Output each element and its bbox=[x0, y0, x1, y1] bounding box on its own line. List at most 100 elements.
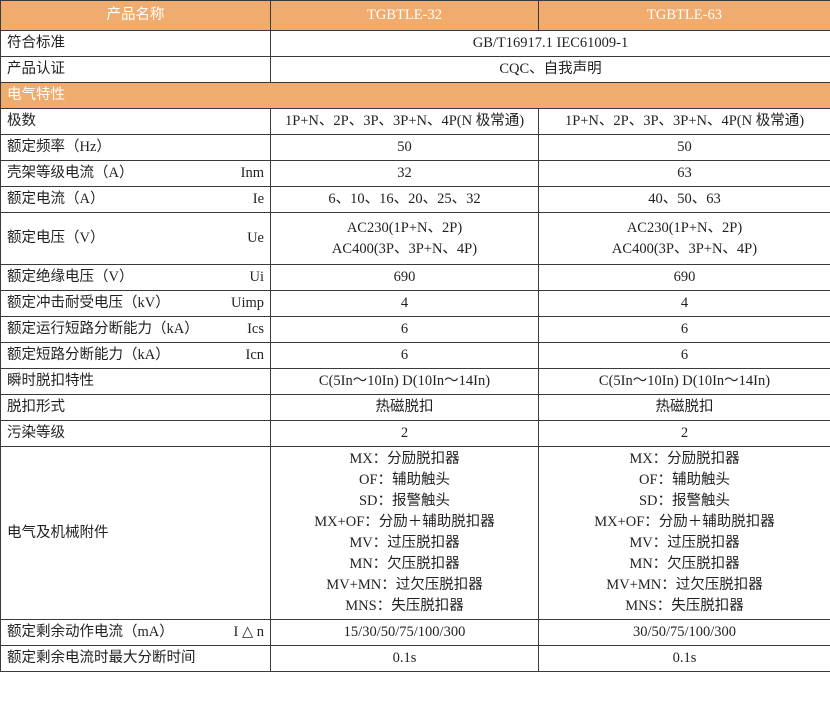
value-pollution-degree-32: 2 bbox=[270, 420, 539, 448]
row-label-accessories: 电气及机械附件 bbox=[0, 446, 271, 621]
label-text: 额定短路分断能力（kA） bbox=[7, 347, 170, 364]
label-text: 电气及机械附件 bbox=[7, 524, 109, 541]
value-certification: CQC、自我声明 bbox=[270, 56, 830, 84]
value-rated-voltage-32-line2: AC400(3P、3P+N、4P) bbox=[331, 240, 478, 257]
table-row-pollution-degree: 污染等级 2 2 bbox=[0, 420, 830, 448]
label-symbol: Uimp bbox=[230, 295, 264, 312]
label-text: 额定剩余动作电流（mA） bbox=[7, 624, 174, 641]
value-trip-type-63: 热磁脱扣 bbox=[538, 394, 830, 422]
table-row-poles: 极数 1P+N、2P、3P、3P+N、4P(N 极常通) 1P+N、2P、3P、… bbox=[0, 108, 830, 136]
value-trip-type-32: 热磁脱扣 bbox=[270, 394, 539, 422]
table-row-residual-operating-current: 额定剩余动作电流（mA） I △ n 15/30/50/75/100/300 3… bbox=[0, 619, 830, 647]
accessory-line: MV：过压脱扣器 bbox=[349, 535, 460, 552]
label-symbol: Ui bbox=[249, 269, 265, 286]
row-label-max-breaking-time: 额定剩余电流时最大分断时间 bbox=[0, 645, 271, 673]
row-label-residual-operating-current: 额定剩余动作电流（mA） I △ n bbox=[0, 619, 271, 647]
accessory-line: MNS：失压脱扣器 bbox=[345, 598, 464, 615]
value-residual-operating-current-63: 30/50/75/100/300 bbox=[538, 619, 830, 647]
row-label-impulse-voltage: 额定冲击耐受电压（kV） Uimp bbox=[0, 290, 271, 318]
label-text: 产品认证 bbox=[7, 61, 65, 78]
label-symbol: Inm bbox=[240, 165, 264, 182]
label-text: 符合标准 bbox=[7, 35, 65, 51]
value-residual-operating-current-32: 15/30/50/75/100/300 bbox=[270, 619, 539, 647]
accessory-line: MN：欠压脱扣器 bbox=[629, 556, 740, 573]
header-model-tgbtle-63: TGBTLE-63 bbox=[538, 0, 830, 31]
label-text: 额定冲击耐受电压（kV） bbox=[7, 295, 170, 312]
table-header-row: 产品名称 TGBTLE-32 TGBTLE-63 bbox=[0, 0, 830, 31]
value-rated-voltage-63-line2: AC400(3P、3P+N、4P) bbox=[611, 240, 758, 257]
value-insulation-voltage-63: 690 bbox=[538, 264, 830, 292]
value-instantaneous-trip-63: C(5In～10In) D(10In～14In) bbox=[538, 368, 830, 396]
label-text: 额定频率（Hz） bbox=[7, 139, 111, 156]
value-poles-63: 1P+N、2P、3P、3P+N、4P(N 极常通) bbox=[538, 108, 830, 136]
table-row-ultimate-breaking-capacity: 额定短路分断能力（kA） Icn 6 6 bbox=[0, 342, 830, 370]
table-row-rated-frequency: 额定频率（Hz） 50 50 bbox=[0, 134, 830, 162]
row-label-certification: 产品认证 bbox=[0, 56, 271, 84]
label-text: 额定运行短路分断能力（kA） bbox=[7, 321, 199, 338]
accessory-line: MV：过压脱扣器 bbox=[629, 535, 740, 552]
table-row-accessories: 电气及机械附件 MX：分励脱扣器 OF：辅助触头 SD：报警触头 MX+OF：分… bbox=[0, 446, 830, 621]
value-rated-voltage-63-line1: AC230(1P+N、2P) bbox=[626, 219, 743, 236]
table-row-certification: 产品认证 CQC、自我声明 bbox=[0, 56, 830, 84]
value-impulse-voltage-32: 4 bbox=[270, 290, 539, 318]
accessory-line: MV+MN：过欠压脱扣器 bbox=[606, 577, 763, 594]
row-label-pollution-degree: 污染等级 bbox=[0, 420, 271, 448]
row-label-insulation-voltage: 额定绝缘电压（V） Ui bbox=[0, 264, 271, 292]
row-label-frame-current: 壳架等级电流（A） Inm bbox=[0, 160, 271, 188]
table-row-impulse-voltage: 额定冲击耐受电压（kV） Uimp 4 4 bbox=[0, 290, 830, 318]
value-rated-voltage-63: AC230(1P+N、2P) AC400(3P、3P+N、4P) bbox=[538, 212, 830, 266]
value-rated-voltage-32: AC230(1P+N、2P) AC400(3P、3P+N、4P) bbox=[270, 212, 539, 266]
accessory-line: SD：报警触头 bbox=[638, 493, 731, 510]
header-model-tgbtle-32: TGBTLE-32 bbox=[270, 0, 539, 31]
value-rated-current-63: 40、50、63 bbox=[538, 186, 830, 214]
value-accessories-63: MX：分励脱扣器 OF：辅助触头 SD：报警触头 MX+OF：分励＋辅助脱扣器 … bbox=[538, 446, 830, 621]
table-row-frame-current: 壳架等级电流（A） Inm 32 63 bbox=[0, 160, 830, 188]
table-row-insulation-voltage: 额定绝缘电压（V） Ui 690 690 bbox=[0, 264, 830, 292]
label-symbol: Ics bbox=[247, 321, 264, 338]
row-label-instantaneous-trip: 瞬时脱扣特性 bbox=[0, 368, 271, 396]
accessory-line: OF：辅助触头 bbox=[638, 472, 731, 489]
label-symbol: Icn bbox=[245, 347, 264, 364]
value-accessories-32: MX：分励脱扣器 OF：辅助触头 SD：报警触头 MX+OF：分励＋辅助脱扣器 … bbox=[270, 446, 539, 621]
label-text: 瞬时脱扣特性 bbox=[7, 373, 94, 390]
label-text: 额定剩余电流时最大分断时间 bbox=[7, 650, 196, 667]
row-label-rated-voltage: 额定电压（V） Ue bbox=[0, 212, 271, 266]
table-row-trip-type: 脱扣形式 热磁脱扣 热磁脱扣 bbox=[0, 394, 830, 422]
value-insulation-voltage-32: 690 bbox=[270, 264, 539, 292]
table-row-standards: 符合标准 GB/T16917.1 IEC61009-1 bbox=[0, 29, 830, 58]
label-symbol: I △ n bbox=[233, 624, 264, 641]
accessory-line: SD：报警触头 bbox=[358, 493, 451, 510]
value-rated-frequency-32: 50 bbox=[270, 134, 539, 162]
row-label-standards: 符合标准 bbox=[0, 29, 271, 58]
accessory-line: MV+MN：过欠压脱扣器 bbox=[326, 577, 483, 594]
label-symbol: Ue bbox=[247, 230, 264, 247]
row-label-poles: 极数 bbox=[0, 108, 271, 136]
accessory-line: MX+OF：分励＋辅助脱扣器 bbox=[594, 514, 775, 531]
value-rated-current-32: 6、10、16、20、25、32 bbox=[270, 186, 539, 214]
value-ultimate-breaking-capacity-32: 6 bbox=[270, 342, 539, 370]
product-specification-table: 产品名称 TGBTLE-32 TGBTLE-63 符合标准 GB/T16917.… bbox=[0, 0, 830, 673]
table-row-service-breaking-capacity: 额定运行短路分断能力（kA） Ics 6 6 bbox=[0, 316, 830, 344]
value-rated-voltage-32-line1: AC230(1P+N、2P) bbox=[346, 219, 463, 236]
value-impulse-voltage-63: 4 bbox=[538, 290, 830, 318]
label-text: 污染等级 bbox=[7, 425, 65, 442]
accessory-line: MNS：失压脱扣器 bbox=[625, 598, 744, 615]
accessory-line: MX+OF：分励＋辅助脱扣器 bbox=[314, 514, 495, 531]
table-row-rated-voltage: 额定电压（V） Ue AC230(1P+N、2P) AC400(3P、3P+N、… bbox=[0, 212, 830, 266]
accessory-line: MX：分励脱扣器 bbox=[629, 451, 740, 468]
accessory-line: OF：辅助触头 bbox=[358, 472, 451, 489]
value-poles-32: 1P+N、2P、3P、3P+N、4P(N 极常通) bbox=[270, 108, 539, 136]
value-service-breaking-capacity-63: 6 bbox=[538, 316, 830, 344]
row-label-service-breaking-capacity: 额定运行短路分断能力（kA） Ics bbox=[0, 316, 271, 344]
value-max-breaking-time-32: 0.1s bbox=[270, 645, 539, 673]
accessory-line: MX：分励脱扣器 bbox=[349, 451, 460, 468]
label-text: 极数 bbox=[7, 113, 36, 130]
accessory-line: MN：欠压脱扣器 bbox=[349, 556, 460, 573]
row-label-trip-type: 脱扣形式 bbox=[0, 394, 271, 422]
value-ultimate-breaking-capacity-63: 6 bbox=[538, 342, 830, 370]
label-text: 额定电压（V） bbox=[7, 230, 105, 247]
header-product-name: 产品名称 bbox=[0, 0, 271, 31]
table-row-max-breaking-time: 额定剩余电流时最大分断时间 0.1s 0.1s bbox=[0, 645, 830, 673]
label-symbol: Ie bbox=[252, 191, 264, 208]
value-rated-frequency-63: 50 bbox=[538, 134, 830, 162]
